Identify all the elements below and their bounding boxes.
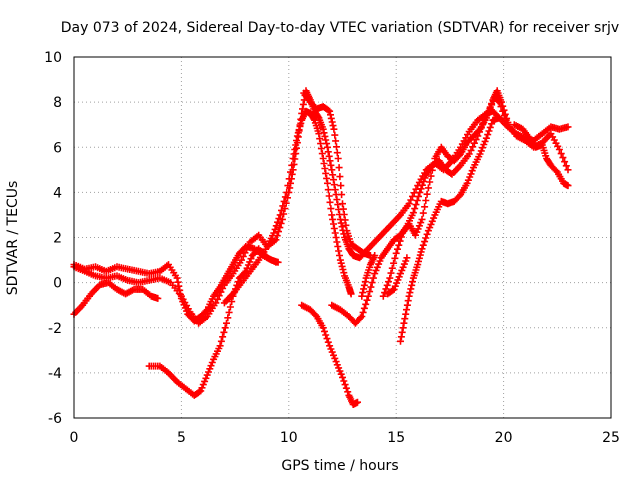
series-12 [510, 121, 572, 190]
series-9 [397, 114, 503, 345]
series-markers [510, 121, 572, 190]
series-11 [384, 254, 411, 298]
y-tick-label: 8 [53, 95, 62, 111]
x-tick-label: 10 [280, 430, 298, 446]
x-tick-label: 5 [177, 430, 186, 446]
series-markers [379, 87, 512, 300]
series-markers [384, 254, 411, 298]
y-tick-label: 4 [53, 185, 62, 201]
series-markers [70, 279, 162, 318]
y-tick-label: -2 [48, 321, 62, 337]
y-axis-label: SDTVAR / TECUs [5, 181, 21, 296]
y-tick-label: 0 [53, 276, 62, 292]
y-tick-label: 10 [44, 50, 62, 66]
x-tick-label: 25 [602, 430, 620, 446]
series-8 [379, 87, 512, 300]
x-tick-label: 15 [387, 430, 405, 446]
series-5 [298, 301, 361, 408]
data-series [70, 87, 572, 408]
y-tick-label: 6 [53, 140, 62, 156]
series-10 [358, 252, 379, 300]
chart-title: Day 073 of 2024, Sidereal Day-to-day VTE… [61, 20, 619, 36]
y-tick-label: -6 [48, 411, 62, 427]
x-axis-label: GPS time / hours [281, 458, 398, 474]
series-4 [220, 107, 355, 307]
series-markers [300, 89, 374, 259]
x-tick-label: 20 [495, 430, 513, 446]
series-markers [358, 252, 379, 300]
series-2 [70, 279, 162, 318]
series-markers [298, 301, 361, 408]
series-markers [220, 107, 355, 307]
series-6 [300, 89, 374, 259]
plot-frame [73, 56, 612, 419]
y-tick-label: 2 [53, 231, 62, 247]
x-tick-label: 0 [70, 430, 79, 446]
tick-labels: 0 5 10 15 20 25 -6 -4 -2 0 2 4 6 8 10 [44, 50, 620, 446]
y-tick-label: -4 [48, 366, 62, 382]
series-markers [397, 114, 503, 345]
